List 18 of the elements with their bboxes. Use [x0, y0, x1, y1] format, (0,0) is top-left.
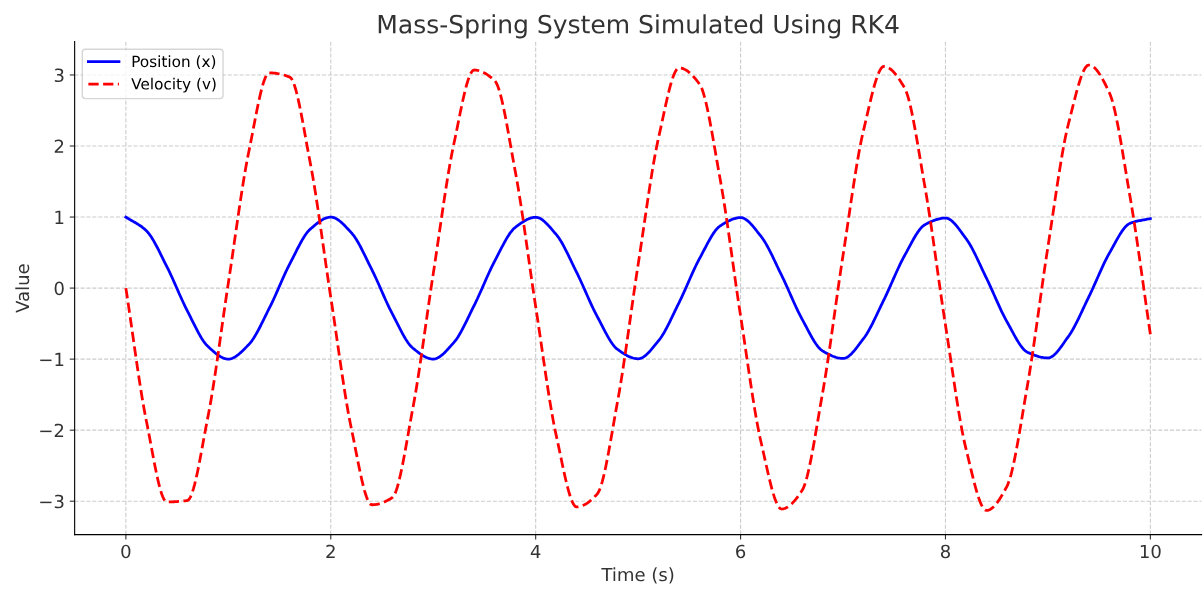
- x-axis-title: Time (s): [601, 567, 674, 584]
- x-tick-label: 2: [326, 544, 335, 559]
- x-tick-label: 10: [1140, 544, 1161, 559]
- x-tick-label: 8: [940, 544, 950, 559]
- legend-label: Velocity (v): [131, 77, 216, 93]
- x-tick-label: 4: [530, 544, 541, 559]
- y-tick-label: 1: [55, 210, 64, 224]
- y-tick-label: −1: [40, 352, 64, 366]
- y-axis-title: Value: [15, 264, 30, 313]
- y-tick-label: 0: [54, 281, 64, 296]
- y-tick-label: −2: [40, 423, 64, 438]
- chart-title: Mass-Spring System Simulated Using RK4: [378, 14, 899, 39]
- legend-label: Position (x): [132, 55, 216, 69]
- y-tick-label: −3: [40, 494, 64, 509]
- x-tick-label: 0: [121, 544, 131, 559]
- y-tick-label: 3: [54, 68, 64, 83]
- x-tick-label: 6: [736, 544, 746, 559]
- y-tick-label: 2: [54, 139, 64, 153]
